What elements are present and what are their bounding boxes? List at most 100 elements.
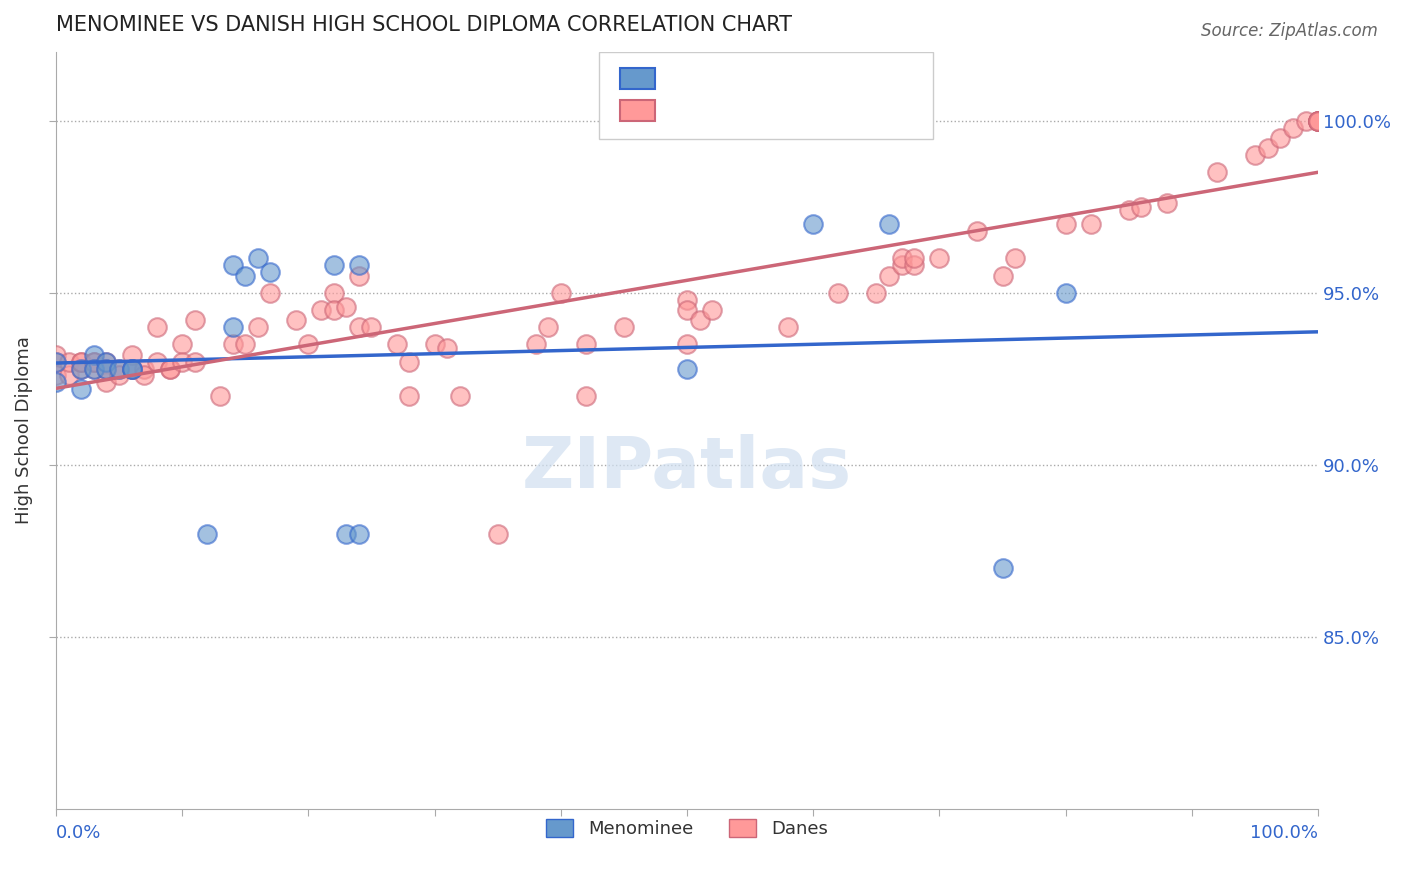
Text: Source: ZipAtlas.com: Source: ZipAtlas.com (1201, 22, 1378, 40)
Point (45, 376, 67, 390)
Point (45, 354, 67, 368)
Point (676, 337, 699, 351)
Point (1308, 113, 1330, 128)
Point (1004, 252, 1026, 266)
Point (385, 337, 408, 351)
Point (259, 285, 281, 300)
Point (1054, 217, 1077, 231)
Point (890, 252, 912, 266)
Point (347, 320, 370, 334)
Point (347, 526, 370, 541)
Point (172, 354, 194, 368)
Point (58, 354, 80, 368)
Point (1118, 203, 1140, 218)
Text: ZIPatlas: ZIPatlas (522, 434, 852, 503)
Point (221, 320, 243, 334)
Point (121, 361, 143, 376)
Y-axis label: High School Diploma: High School Diploma (15, 336, 32, 524)
Point (903, 258, 925, 272)
Point (45, 348, 67, 362)
Point (801, 217, 824, 231)
Point (96, 361, 118, 376)
Point (676, 361, 699, 376)
Point (398, 354, 420, 368)
Point (335, 526, 357, 541)
Point (159, 361, 181, 376)
Point (702, 303, 724, 318)
Point (70, 382, 93, 396)
Point (195, 526, 218, 541)
Point (1054, 285, 1077, 300)
Point (903, 252, 925, 266)
Text: 26: 26 (852, 69, 880, 87)
Point (134, 368, 156, 383)
Point (96, 354, 118, 368)
Point (309, 303, 332, 318)
Point (1130, 200, 1153, 214)
Point (1295, 113, 1317, 128)
Point (70, 354, 93, 368)
Point (928, 252, 950, 266)
Point (1308, 113, 1330, 128)
Point (83, 354, 105, 368)
Text: 0.0%: 0.0% (56, 824, 101, 842)
Point (550, 285, 572, 300)
Point (1156, 196, 1178, 211)
Point (221, 337, 243, 351)
Point (146, 320, 169, 334)
Text: R =: R = (665, 69, 709, 87)
Point (96, 354, 118, 368)
Point (1308, 113, 1330, 128)
Point (613, 320, 636, 334)
Point (83, 348, 105, 362)
Point (208, 389, 231, 403)
Point (159, 361, 181, 376)
Point (70, 361, 93, 376)
Point (347, 258, 370, 272)
Point (246, 320, 269, 334)
Point (58, 368, 80, 383)
Legend: Menominee, Danes: Menominee, Danes (538, 812, 835, 846)
Text: 90: 90 (852, 101, 879, 120)
Point (776, 320, 799, 334)
Point (233, 268, 256, 283)
Point (991, 561, 1014, 575)
Point (45, 354, 67, 368)
Point (1308, 113, 1330, 128)
Point (537, 320, 560, 334)
Point (221, 258, 243, 272)
Point (1282, 120, 1305, 135)
Point (1080, 217, 1102, 231)
Point (524, 337, 547, 351)
Point (172, 337, 194, 351)
Point (347, 268, 370, 283)
Text: MENOMINEE VS DANISH HIGH SCHOOL DIPLOMA CORRELATION CHART: MENOMINEE VS DANISH HIGH SCHOOL DIPLOMA … (56, 15, 792, 35)
Text: R =: R = (665, 101, 709, 120)
Point (233, 337, 256, 351)
Point (121, 361, 143, 376)
Point (1206, 165, 1229, 179)
Point (1257, 141, 1279, 155)
Point (1308, 113, 1330, 128)
Point (966, 224, 988, 238)
Point (1308, 113, 1330, 128)
FancyBboxPatch shape (620, 100, 655, 120)
Point (890, 258, 912, 272)
Point (284, 313, 307, 327)
Point (83, 354, 105, 368)
Point (246, 252, 269, 266)
Point (865, 285, 887, 300)
Point (108, 361, 131, 376)
Text: N =: N = (800, 101, 844, 120)
Text: 0.408: 0.408 (718, 101, 780, 120)
Point (877, 217, 900, 231)
Point (1244, 148, 1267, 162)
Text: 0.293: 0.293 (718, 69, 780, 87)
Text: N =: N = (800, 69, 844, 87)
Point (108, 368, 131, 383)
FancyBboxPatch shape (620, 68, 655, 89)
Point (398, 389, 420, 403)
Point (436, 341, 458, 355)
Point (121, 348, 143, 362)
Point (423, 337, 446, 351)
